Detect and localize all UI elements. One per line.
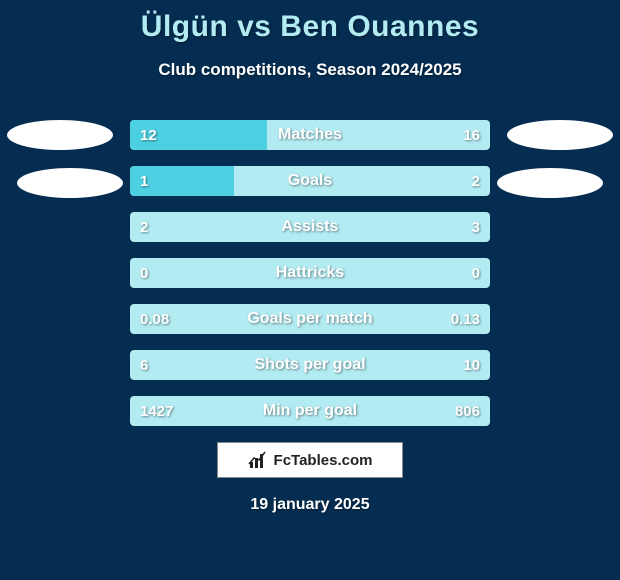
stat-left-fill: [130, 120, 267, 150]
brand-text: FcTables.com: [274, 452, 373, 469]
stat-right-value: 10: [463, 350, 480, 380]
stat-label: Min per goal: [130, 396, 490, 426]
stat-right-value: 0: [472, 258, 480, 288]
stat-row: 12Goals: [130, 166, 490, 196]
stat-row: 1427 806Min per goal: [130, 396, 490, 426]
page-title: Ülgün vs Ben Ouannes: [0, 0, 620, 44]
stat-row: 1216Matches: [130, 120, 490, 150]
stat-row: 2 3Assists: [130, 212, 490, 242]
stat-row: 0 0Hattricks: [130, 258, 490, 288]
stat-left-value: 0: [140, 258, 148, 288]
stat-left-value: 2: [140, 212, 148, 242]
comparison-chart: 1216Matches12Goals23Assists00Hattricks0.…: [0, 120, 620, 426]
stat-right-value: 16: [463, 120, 480, 150]
player-right-avatar-placeholder: [507, 120, 613, 150]
player-left-avatar-placeholder: [7, 120, 113, 150]
generation-date: 19 january 2025: [0, 496, 620, 514]
brand-footer: FcTables.com: [217, 442, 403, 478]
stat-right-value: 0.13: [451, 304, 480, 334]
stat-label: Hattricks: [130, 258, 490, 288]
stat-label: Shots per goal: [130, 350, 490, 380]
stat-left-value: 0.08: [140, 304, 169, 334]
stat-left-fill: [130, 166, 234, 196]
stat-right-value: 806: [455, 396, 480, 426]
player-left-club-placeholder: [17, 168, 123, 198]
stat-row: 6 10Shots per goal: [130, 350, 490, 380]
bar-chart-icon: [248, 450, 268, 470]
stat-label: Goals per match: [130, 304, 490, 334]
player-right-club-placeholder: [497, 168, 603, 198]
page-subtitle: Club competitions, Season 2024/2025: [0, 60, 620, 80]
stat-bars: 1216Matches12Goals23Assists00Hattricks0.…: [130, 120, 490, 426]
stat-right-value: 2: [472, 166, 480, 196]
stat-row: 0.08 0.13Goals per match: [130, 304, 490, 334]
stat-right-value: 3: [472, 212, 480, 242]
stat-left-value: 1427: [140, 396, 173, 426]
stat-left-value: 6: [140, 350, 148, 380]
stat-label: Assists: [130, 212, 490, 242]
